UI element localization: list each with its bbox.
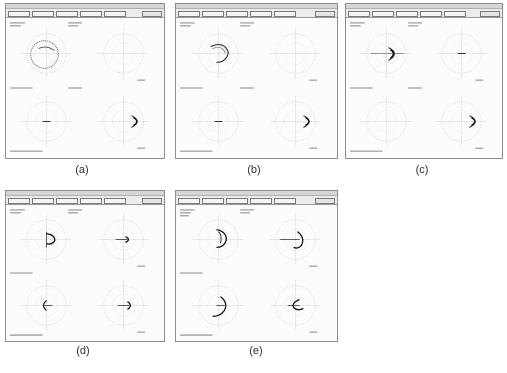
polar-plots: [9, 22, 150, 152]
trace-bottom-right: [303, 115, 310, 128]
trace-top-left: [30, 40, 59, 69]
trace-bottom-right: [131, 115, 138, 128]
toolbar-button-1[interactable]: [178, 10, 200, 17]
title-bar: [176, 191, 337, 196]
status-text-lines: [9, 209, 146, 336]
toolbar-button-4[interactable]: [420, 10, 442, 17]
title-bar: [176, 4, 337, 9]
toolbar-button-1[interactable]: [8, 197, 30, 204]
status-text-lines: [179, 209, 318, 336]
title-bar: [346, 4, 502, 9]
polar-plots: [349, 22, 488, 152]
plot-area: [7, 19, 163, 157]
plot-area: [177, 206, 336, 340]
toolbar-button-6[interactable]: [315, 10, 335, 17]
toolbar-button-3[interactable]: [56, 10, 78, 17]
toolbar-button-6[interactable]: [142, 197, 162, 204]
app-window: [345, 3, 503, 159]
caption-d: (d): [76, 345, 90, 357]
trace-top-right: [115, 235, 130, 244]
caption-e: (e): [249, 345, 263, 357]
toolbar-button-2[interactable]: [202, 10, 224, 17]
toolbar: [176, 9, 337, 18]
trace-top-left: [216, 229, 228, 249]
toolbar-button-2[interactable]: [372, 10, 394, 17]
caption-c: (c): [415, 164, 429, 176]
trace-bottom-right: [117, 301, 132, 310]
toolbar-button-2[interactable]: [202, 197, 224, 204]
toolbar-button-3[interactable]: [226, 10, 248, 17]
caption-a: (a): [75, 164, 89, 176]
toolbar-button-4[interactable]: [250, 10, 272, 17]
toolbar: [6, 196, 164, 205]
status-text-lines: [349, 22, 484, 152]
plot-area: [177, 19, 336, 157]
polar-grid-top-left: [192, 213, 245, 266]
trace-top-left: [46, 231, 56, 248]
toolbar-button-2[interactable]: [32, 197, 54, 204]
plot-area: [347, 19, 501, 157]
toolbar: [6, 9, 164, 18]
polar-grid-top-left: [20, 27, 73, 80]
toolbar-button-1[interactable]: [348, 10, 370, 17]
toolbar-button-3[interactable]: [396, 10, 418, 17]
polar-grid-top-left: [192, 27, 245, 80]
trace-top-right: [279, 231, 304, 249]
trace-bottom-right: [287, 299, 304, 311]
trace-bottom-left: [212, 296, 227, 317]
status-text-lines: [9, 22, 146, 152]
toolbar-button-1[interactable]: [8, 10, 30, 17]
polar-plots: [179, 22, 322, 152]
polar-grid-bottom-right: [435, 95, 488, 148]
status-text-lines: [179, 22, 318, 152]
toolbar-button-5[interactable]: [274, 10, 296, 17]
title-bar: [6, 4, 164, 9]
app-window: [175, 3, 338, 159]
polar-grid-bottom-left: [360, 95, 413, 148]
trace-bottom-right: [469, 115, 476, 128]
toolbar: [176, 196, 337, 205]
toolbar-button-6[interactable]: [315, 197, 335, 204]
toolbar-button-3[interactable]: [56, 197, 78, 204]
toolbar-button-5[interactable]: [274, 197, 296, 204]
toolbar-button-4[interactable]: [80, 197, 102, 204]
polar-plots: [9, 209, 150, 336]
toolbar-button-4[interactable]: [250, 197, 272, 204]
app-window: [5, 190, 165, 342]
plot-area: [7, 206, 163, 340]
polar-grid-top-right: [97, 27, 150, 80]
toolbar: [346, 9, 502, 18]
toolbar-button-2[interactable]: [32, 10, 54, 17]
trace-bottom-left: [42, 300, 53, 311]
toolbar-button-3[interactable]: [226, 197, 248, 204]
app-window: [175, 190, 338, 342]
app-window: [5, 3, 165, 159]
toolbar-button-1[interactable]: [178, 197, 200, 204]
toolbar-button-5[interactable]: [104, 10, 126, 17]
toolbar-button-5[interactable]: [444, 10, 466, 17]
trace-top-left: [370, 47, 405, 61]
toolbar-button-5[interactable]: [104, 197, 126, 204]
toolbar-button-4[interactable]: [80, 10, 102, 17]
toolbar-button-6[interactable]: [480, 10, 500, 17]
polar-grid-top-right: [269, 27, 322, 80]
title-bar: [6, 191, 164, 196]
polar-grid-bottom-right: [97, 95, 150, 148]
caption-b: (b): [247, 164, 261, 176]
polar-plots: [179, 209, 322, 336]
toolbar-button-6[interactable]: [142, 10, 162, 17]
polar-grid-bottom-right: [269, 95, 322, 148]
trace-top-left: [210, 44, 229, 63]
